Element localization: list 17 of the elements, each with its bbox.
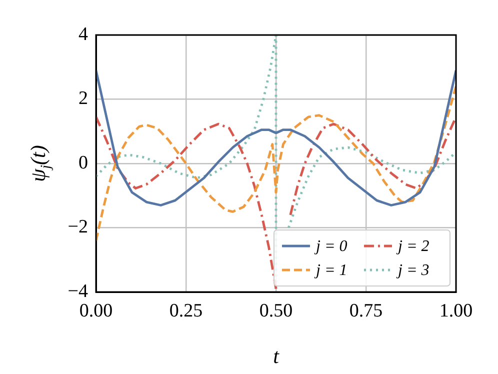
y-tick-label: 2 xyxy=(78,88,88,110)
y-axis-title: ψj(t) xyxy=(26,145,54,182)
y-tick-label: −2 xyxy=(68,216,88,238)
x-tick-label: 1.00 xyxy=(439,300,473,322)
legend-label: j = 0 xyxy=(314,238,348,256)
x-tick-label: 0.25 xyxy=(169,300,203,322)
legend-label: j = 1 xyxy=(314,262,348,280)
legend-label: j = 2 xyxy=(396,238,430,256)
x-tick-label: 0.75 xyxy=(349,300,383,322)
y-tick-label: 0 xyxy=(78,152,88,174)
x-tick-label: 0.00 xyxy=(79,300,113,322)
x-axis-title: t xyxy=(273,344,280,368)
y-tick-label: −4 xyxy=(68,280,88,302)
legend-label: j = 3 xyxy=(396,262,430,280)
x-tick-label: 0.50 xyxy=(259,300,293,322)
y-tick-label: 4 xyxy=(78,24,88,45)
line-series xyxy=(96,85,456,242)
